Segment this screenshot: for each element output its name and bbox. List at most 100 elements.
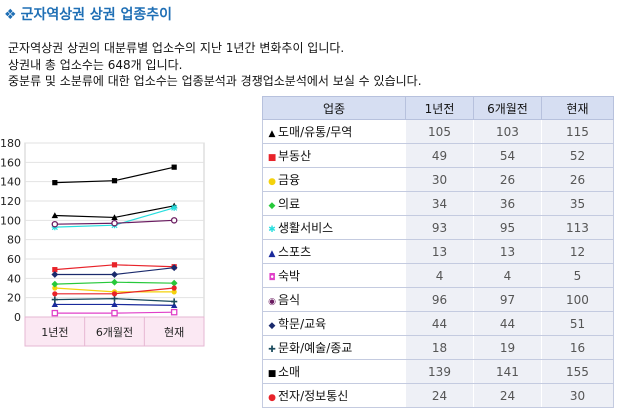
data-point <box>111 291 118 297</box>
category-name: 문화/예술/종교 <box>278 341 353 355</box>
value-cell: 139 <box>405 359 474 384</box>
description-line: 중분류 및 소분류에 대한 업소수는 업종분석과 경쟁업소분석에서 보실 수 있… <box>8 74 422 88</box>
value-cell: 54 <box>472 143 542 168</box>
value-cell: 52 <box>540 143 615 168</box>
table-row: ● 전자/정보통신 24 24 30 <box>261 383 615 408</box>
category-cell: ● 금융 <box>261 167 406 192</box>
category-name: 금융 <box>278 173 301 187</box>
data-point <box>51 212 59 219</box>
category-name: 숙박 <box>278 269 301 283</box>
category-cell: ■ 부동산 <box>261 143 406 168</box>
value-cell: 115 <box>540 119 615 144</box>
series-marker-icon: ◆ <box>268 201 276 211</box>
table-row: ◆ 학문/교육 44 44 51 <box>261 311 615 336</box>
value-cell: 44 <box>472 311 542 336</box>
table-row: ▲ 스포츠 13 13 12 <box>261 239 615 264</box>
category-name: 의료 <box>278 197 301 211</box>
y-tick-label: 0 <box>14 311 21 324</box>
series-marker-icon: ✱ <box>268 225 276 235</box>
x-tick-label: 6개월전 <box>96 326 133 339</box>
category-cell: ■ 소매 <box>261 359 406 384</box>
header-6m: 6개월전 <box>472 96 542 120</box>
series-marker-icon: ◘ <box>268 273 276 283</box>
y-tick-label: 180 <box>0 137 21 150</box>
value-cell: 95 <box>472 215 542 240</box>
category-cell: ✱ 생활서비스 <box>261 215 406 240</box>
y-tick-label: 160 <box>0 156 21 169</box>
value-cell: 100 <box>540 287 615 312</box>
value-cell: 103 <box>472 119 542 144</box>
data-point <box>111 178 118 184</box>
data-point <box>52 180 58 186</box>
category-table: 업종 1년전 6개월전 현재 ▲ 도매/유통/무역 105 103 115 ■ 부동산 49 5… <box>261 96 615 408</box>
data-point <box>170 217 178 224</box>
value-cell: 4 <box>405 263 474 288</box>
value-cell: 141 <box>472 359 542 384</box>
description: 군자역상권 상권의 대분류별 업소수의 지난 1년간 변화추이 입니다. 상권내… <box>8 40 422 90</box>
x-tick-label: 1년전 <box>41 326 68 339</box>
value-cell: 18 <box>405 335 474 360</box>
diamond-bullet-icon: ❖ <box>4 7 17 23</box>
data-point <box>52 285 58 291</box>
y-tick-label: 40 <box>7 272 21 285</box>
data-point <box>171 204 178 211</box>
category-name: 부동산 <box>278 149 312 163</box>
category-name: 스포츠 <box>278 245 312 259</box>
value-cell: 19 <box>472 335 542 360</box>
category-cell: ◉ 음식 <box>261 287 406 312</box>
trend-line-chart: 0 20 40 60 80 100 120 140 160 180 1년전 6개월전 현재 <box>0 137 205 347</box>
data-point <box>171 298 178 305</box>
header-category: 업종 <box>261 96 407 120</box>
series-marker-icon: ◉ <box>268 297 276 307</box>
data-point <box>111 219 118 227</box>
data-point <box>52 291 58 297</box>
series-marker-icon: ● <box>268 177 276 187</box>
series-marker-icon: ✚ <box>268 345 276 355</box>
table-row: ◆ 의료 34 36 35 <box>261 191 615 216</box>
x-axis-band <box>24 316 205 347</box>
data-point <box>170 302 178 308</box>
page-title: ❖ 군자역상권 상권 업종추이 <box>4 4 172 24</box>
value-cell: 155 <box>540 359 615 384</box>
category-cell: ◆ 학문/교육 <box>261 311 406 336</box>
category-name: 학문/교육 <box>278 317 327 331</box>
data-point <box>171 164 177 170</box>
value-cell: 105 <box>405 119 474 144</box>
value-cell: 26 <box>540 167 615 192</box>
value-cell: 49 <box>405 143 474 168</box>
series-marker-icon: ◆ <box>268 321 276 331</box>
category-cell: ● 전자/정보통신 <box>261 383 406 408</box>
value-cell: 24 <box>472 383 542 408</box>
table-row: ● 금융 30 26 26 <box>261 167 615 192</box>
value-cell: 30 <box>540 383 615 408</box>
value-cell: 34 <box>405 191 474 216</box>
value-cell: 97 <box>472 287 542 312</box>
header-1y: 1년전 <box>405 96 474 120</box>
data-point <box>51 296 58 303</box>
description-line: 상권내 총 업소수는 648개 입니다. <box>8 57 183 72</box>
data-point <box>51 301 59 308</box>
value-cell: 96 <box>405 287 474 312</box>
category-name: 소매 <box>278 365 301 379</box>
value-cell: 30 <box>405 167 474 192</box>
category-cell: ▲ 스포츠 <box>261 239 406 264</box>
value-cell: 26 <box>472 167 542 192</box>
header-now: 현재 <box>540 96 615 120</box>
category-name: 전자/정보통신 <box>278 389 349 403</box>
data-point <box>51 280 59 288</box>
category-name: 생활서비스 <box>278 221 334 235</box>
data-point <box>111 309 118 317</box>
value-cell: 13 <box>405 239 474 264</box>
y-tick-label: 80 <box>7 234 21 247</box>
data-point <box>170 279 178 287</box>
series-marker-icon: ▲ <box>268 249 276 259</box>
y-tick-label: 140 <box>0 176 21 189</box>
data-point <box>171 289 177 295</box>
category-cell: ✚ 문화/예술/종교 <box>261 335 406 360</box>
page-title-text: 군자역상권 상권 업종추이 <box>20 7 172 23</box>
value-cell: 13 <box>472 239 542 264</box>
data-point <box>51 220 59 228</box>
data-point <box>111 278 118 286</box>
table-row: ■ 소매 139 141 155 <box>261 359 615 384</box>
table-row: ■ 부동산 49 54 52 <box>261 143 615 168</box>
